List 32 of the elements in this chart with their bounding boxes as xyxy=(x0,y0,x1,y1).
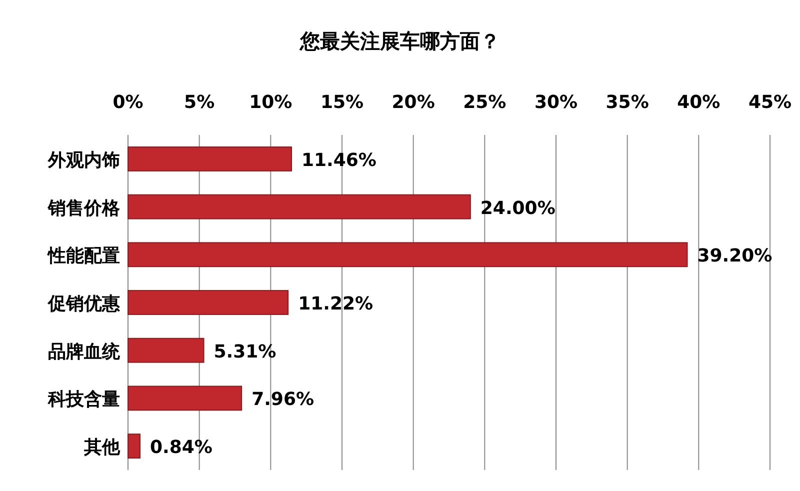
chart-title: 您最关注展车哪方面？ xyxy=(299,29,500,53)
x-tick-label: 20% xyxy=(392,92,435,113)
y-tick-label: 促销优惠 xyxy=(47,294,121,314)
x-tick-label: 40% xyxy=(677,92,720,113)
bar xyxy=(128,434,140,459)
data-label: 24.00% xyxy=(480,198,556,219)
x-tick-label: 5% xyxy=(184,92,215,113)
bar xyxy=(128,338,204,363)
x-tick-label: 15% xyxy=(320,92,364,113)
bar xyxy=(128,242,688,268)
y-tick-label: 销售价格 xyxy=(47,198,121,219)
y-tick-label: 其他 xyxy=(83,437,121,458)
bar xyxy=(128,386,242,411)
x-tick-label: 30% xyxy=(534,92,578,113)
bar xyxy=(128,146,292,172)
data-label: 11.46% xyxy=(301,150,376,171)
x-tick-label: 25% xyxy=(463,92,506,113)
x-tick-label: 35% xyxy=(606,92,649,113)
y-tick-label: 性能配置 xyxy=(47,246,120,267)
data-label: 5.31% xyxy=(214,341,276,362)
bar xyxy=(128,194,471,220)
data-label: 7.96% xyxy=(252,389,314,410)
data-label: 0.84% xyxy=(150,437,212,458)
data-label: 39.20% xyxy=(697,246,772,267)
data-label: 11.22% xyxy=(298,294,374,314)
y-tick-label: 科技含量 xyxy=(47,389,120,410)
bar xyxy=(128,290,289,315)
x-tick-label: 45% xyxy=(748,92,792,113)
x-tick-label: 10% xyxy=(249,92,292,113)
y-tick-label: 品牌血统 xyxy=(48,341,121,362)
y-tick-label: 外观内饰 xyxy=(47,150,120,171)
x-tick-label: 0% xyxy=(112,92,144,113)
